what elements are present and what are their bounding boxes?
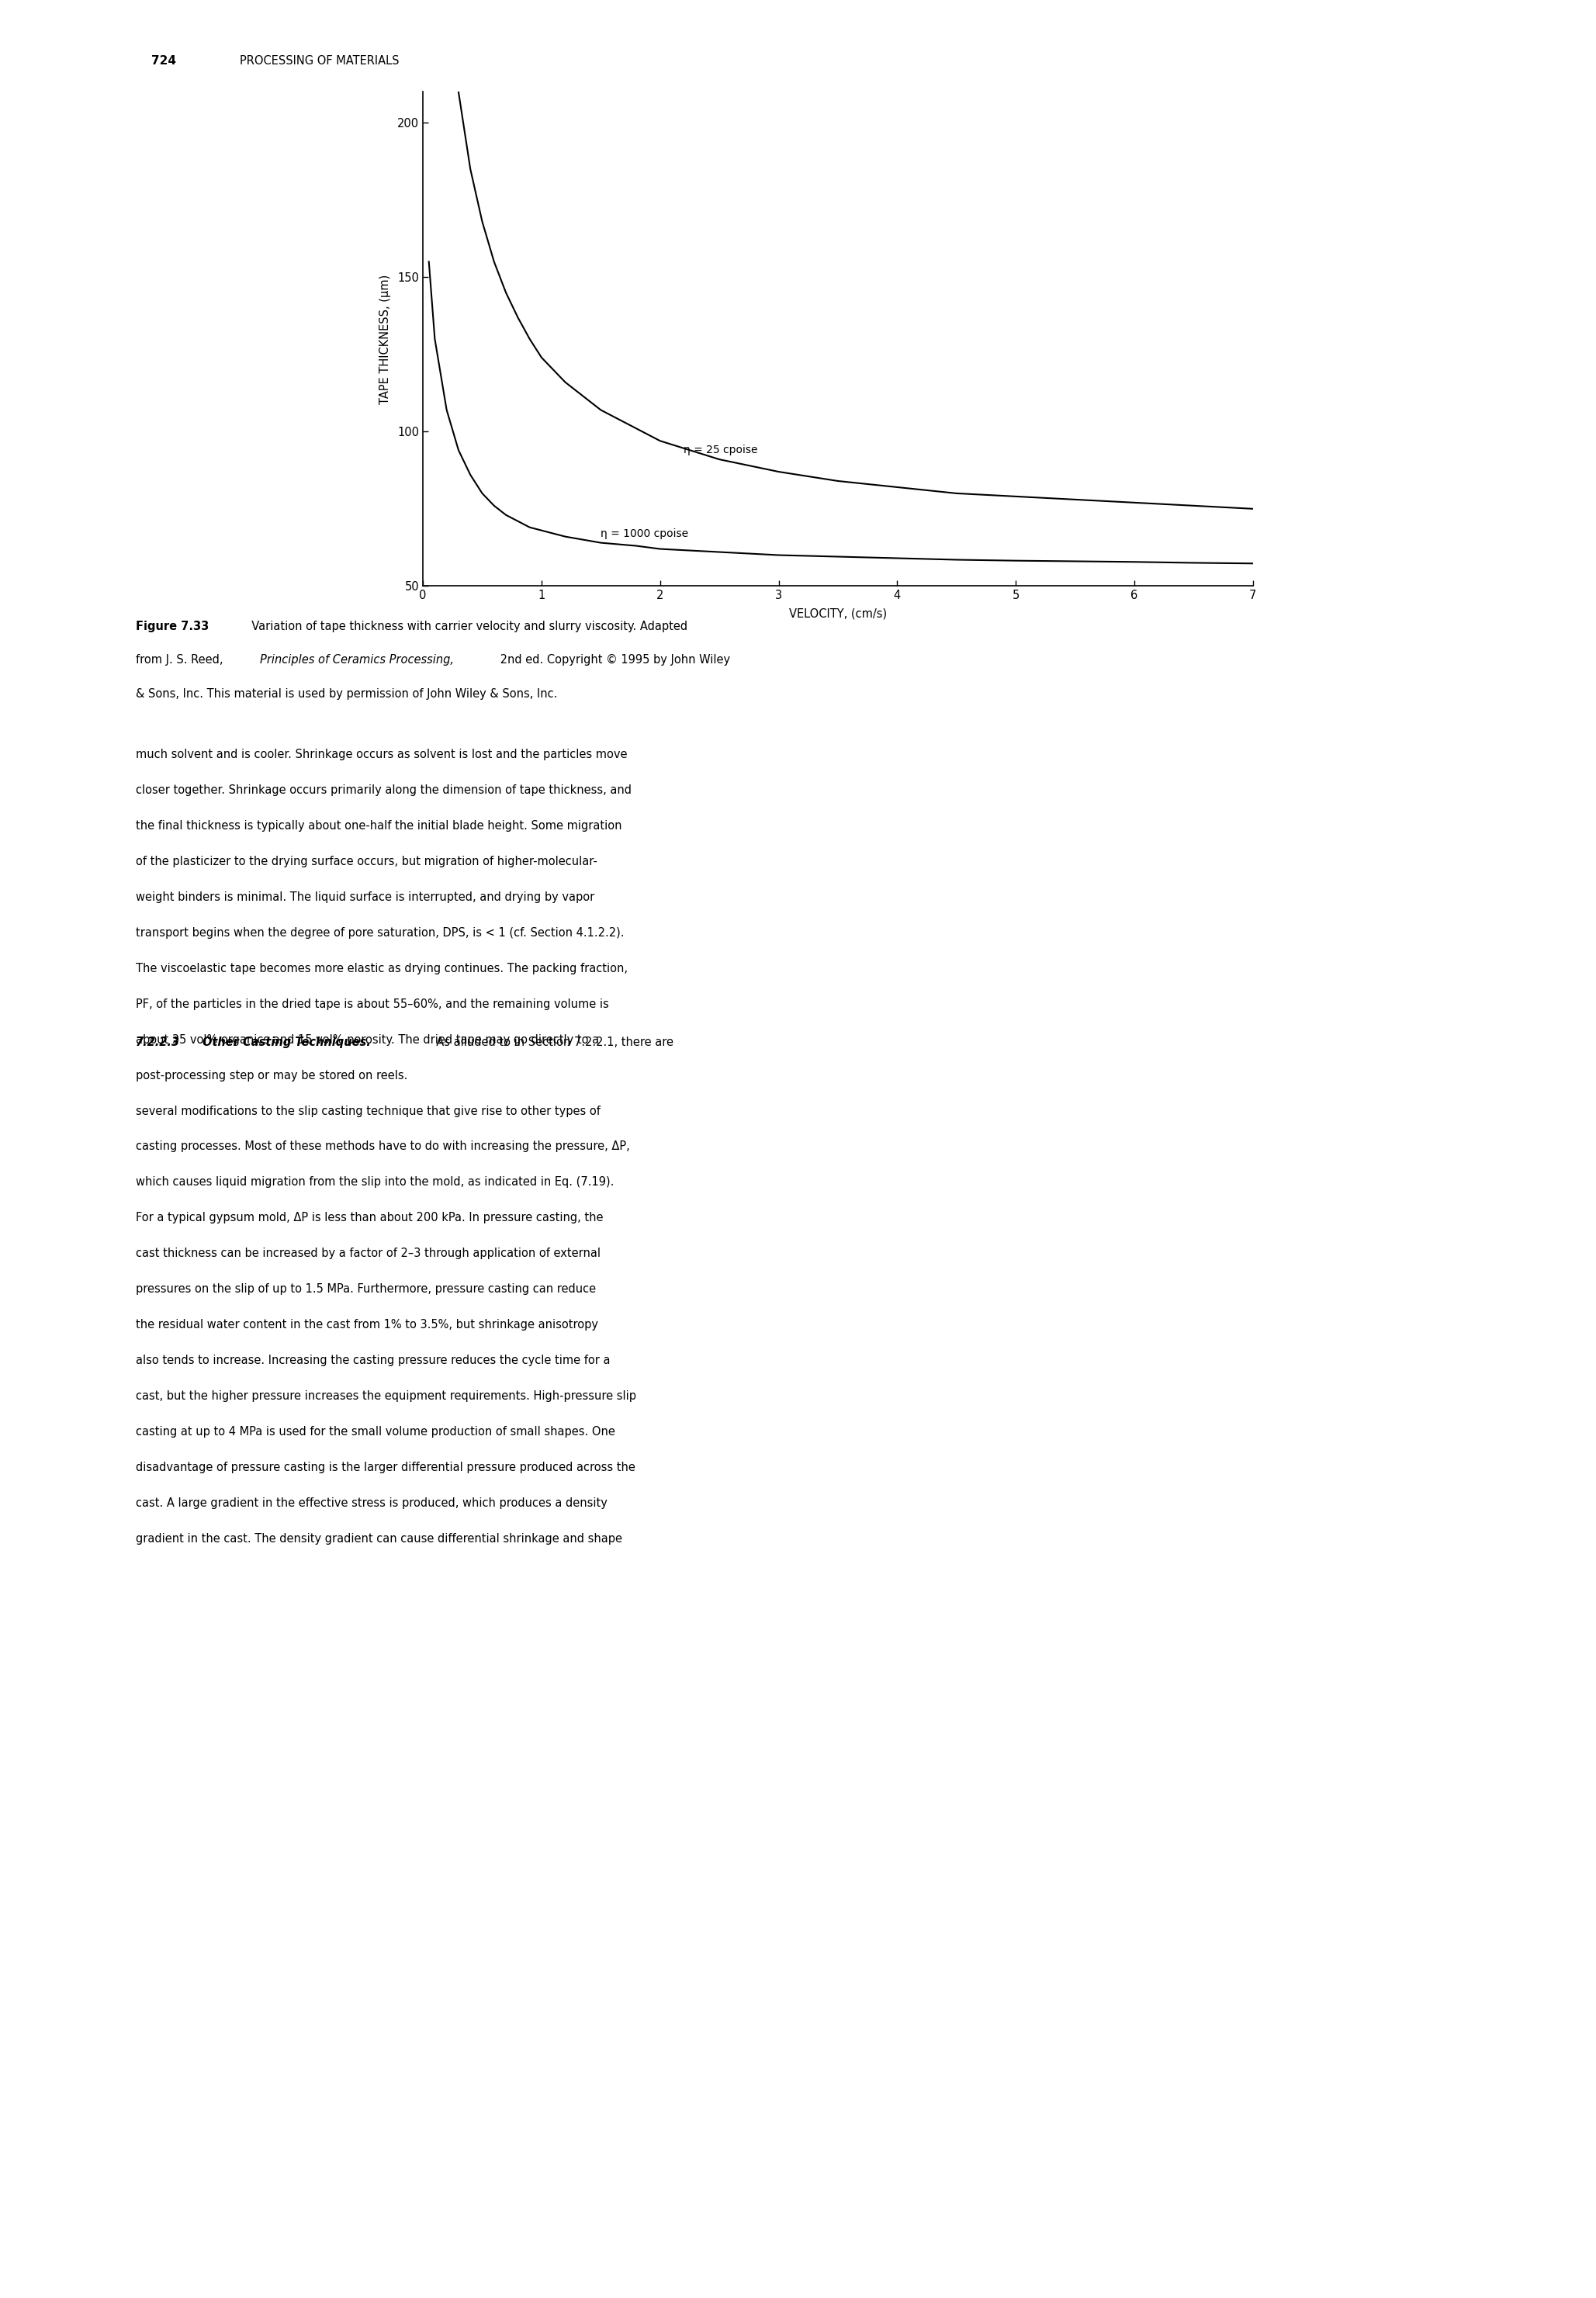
Text: PROCESSING OF MATERIALS: PROCESSING OF MATERIALS [239,55,399,67]
Text: 2nd ed. Copyright © 1995 by John Wiley: 2nd ed. Copyright © 1995 by John Wiley [496,655,729,666]
Text: η = 1000 cpoise: η = 1000 cpoise [600,529,688,540]
Text: PF, of the particles in the dried tape is about 55–60%, and the remaining volume: PF, of the particles in the dried tape i… [136,997,608,1011]
Y-axis label: TAPE THICKNESS, (μm): TAPE THICKNESS, (μm) [380,273,391,404]
Text: about 35 vol% organics and 15 vol% porosity. The dried tape may go directly to a: about 35 vol% organics and 15 vol% poros… [136,1034,598,1046]
X-axis label: VELOCITY, (cm/s): VELOCITY, (cm/s) [788,609,887,620]
Text: Figure 7.33: Figure 7.33 [136,620,209,632]
Text: post-processing step or may be stored on reels.: post-processing step or may be stored on… [136,1069,407,1082]
Text: Principles of Ceramics Processing,: Principles of Ceramics Processing, [260,655,455,666]
Text: cast thickness can be increased by a factor of 2–3 through application of extern: cast thickness can be increased by a fac… [136,1248,600,1259]
Text: from J. S. Reed,: from J. S. Reed, [136,655,227,666]
Text: cast, but the higher pressure increases the equipment requirements. High-pressur: cast, but the higher pressure increases … [136,1390,637,1402]
Text: The viscoelastic tape becomes more elastic as drying continues. The packing frac: The viscoelastic tape becomes more elast… [136,963,627,974]
Text: weight binders is minimal. The liquid surface is interrupted, and drying by vapo: weight binders is minimal. The liquid su… [136,892,594,903]
Text: the final thickness is typically about one-half the initial blade height. Some m: the final thickness is typically about o… [136,820,622,832]
Text: Variation of tape thickness with carrier velocity and slurry viscosity. Adapted: Variation of tape thickness with carrier… [244,620,688,632]
Text: pressures on the slip of up to 1.5 MPa. Furthermore, pressure casting can reduce: pressures on the slip of up to 1.5 MPa. … [136,1282,595,1296]
Text: the residual water content in the cast from 1% to 3.5%, but shrinkage anisotropy: the residual water content in the cast f… [136,1319,598,1331]
Text: gradient in the cast. The density gradient can cause differential shrinkage and : gradient in the cast. The density gradie… [136,1533,622,1544]
Text: Other Casting Techniques.: Other Casting Techniques. [203,1036,370,1048]
Text: η = 25 cpoise: η = 25 cpoise [683,446,758,455]
Text: casting processes. Most of these methods have to do with increasing the pressure: casting processes. Most of these methods… [136,1140,630,1154]
Text: of the plasticizer to the drying surface occurs, but migration of higher-molecul: of the plasticizer to the drying surface… [136,855,597,869]
Text: closer together. Shrinkage occurs primarily along the dimension of tape thicknes: closer together. Shrinkage occurs primar… [136,784,632,797]
Text: much solvent and is cooler. Shrinkage occurs as solvent is lost and the particle: much solvent and is cooler. Shrinkage oc… [136,749,627,761]
Text: 724: 724 [152,55,177,67]
Text: several modifications to the slip casting technique that give rise to other type: several modifications to the slip castin… [136,1105,600,1117]
Text: 7.2.2.3: 7.2.2.3 [136,1036,180,1048]
Text: disadvantage of pressure casting is the larger differential pressure produced ac: disadvantage of pressure casting is the … [136,1462,635,1473]
Text: transport begins when the degree of pore saturation, DPS, is < 1 (cf. Section 4.: transport begins when the degree of pore… [136,926,624,940]
Text: cast. A large gradient in the effective stress is produced, which produces a den: cast. A large gradient in the effective … [136,1496,608,1510]
Text: also tends to increase. Increasing the casting pressure reduces the cycle time f: also tends to increase. Increasing the c… [136,1354,610,1367]
Text: casting at up to 4 MPa is used for the small volume production of small shapes. : casting at up to 4 MPa is used for the s… [136,1425,614,1439]
Text: As alluded to in Section 7.2.2.1, there are: As alluded to in Section 7.2.2.1, there … [429,1036,674,1048]
Text: For a typical gypsum mold, ΔP is less than about 200 kPa. In pressure casting, t: For a typical gypsum mold, ΔP is less th… [136,1211,603,1225]
Text: which causes liquid migration from the slip into the mold, as indicated in Eq. (: which causes liquid migration from the s… [136,1177,614,1188]
Text: & Sons, Inc. This material is used by permission of John Wiley & Sons, Inc.: & Sons, Inc. This material is used by pe… [136,689,557,701]
